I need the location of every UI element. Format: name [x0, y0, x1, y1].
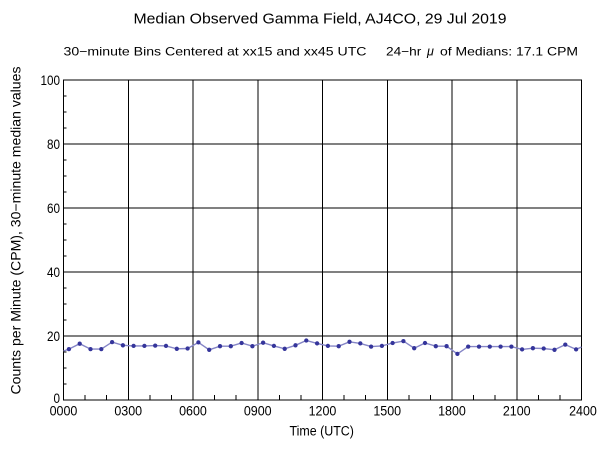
svg-text:30−minute Bins Centered at xx1: 30−minute Bins Centered at xx15 and xx45… — [64, 44, 367, 58]
svg-text:20: 20 — [47, 328, 60, 344]
svg-text:0600: 0600 — [179, 403, 207, 419]
svg-text:100: 100 — [41, 72, 61, 88]
svg-text:of Medians: 17.1 CPM: of Medians: 17.1 CPM — [440, 44, 578, 58]
svg-text:0900: 0900 — [244, 403, 272, 419]
svg-text:60: 60 — [47, 200, 60, 216]
svg-text:Time (UTC): Time (UTC) — [289, 424, 354, 439]
svg-text:40: 40 — [47, 264, 60, 280]
svg-text:Median Observed Gamma Field, A: Median Observed Gamma Field, AJ4CO, 29 J… — [134, 11, 507, 28]
svg-text:μ: μ — [426, 44, 434, 58]
svg-text:1200: 1200 — [309, 403, 337, 419]
svg-text:2400: 2400 — [569, 403, 597, 419]
svg-text:Counts per Minute (CPM), 30−mi: Counts per Minute (CPM), 30−minute media… — [9, 66, 24, 394]
svg-text:0300: 0300 — [114, 403, 142, 419]
svg-text:0: 0 — [54, 390, 61, 406]
svg-text:1800: 1800 — [438, 403, 466, 419]
svg-text:0000: 0000 — [50, 403, 78, 419]
svg-text:80: 80 — [47, 136, 60, 152]
svg-text:24−hr: 24−hr — [386, 44, 421, 58]
svg-text:2100: 2100 — [503, 403, 531, 419]
svg-text:1500: 1500 — [373, 403, 401, 419]
